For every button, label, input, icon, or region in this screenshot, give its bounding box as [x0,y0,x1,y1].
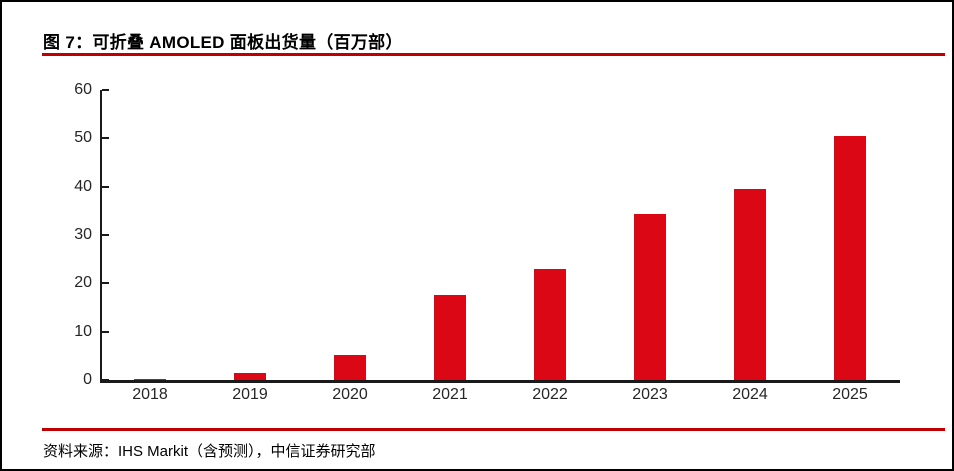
y-axis-tick-label: 20 [74,274,92,292]
figure-title: 图 7：可折叠 AMOLED 面板出货量（百万部） [43,33,403,52]
y-axis-tick [102,185,109,188]
x-axis-label: 2018 [132,386,168,403]
x-axis-label: 2023 [632,386,668,403]
y-axis-tick-label: 30 [74,226,92,243]
x-axis-label: 2021 [432,386,468,403]
x-axis-label: 2024 [732,386,768,403]
y-axis-tick-label: 0 [83,371,92,388]
x-axis-line [100,380,900,383]
source-text: 资料来源：IHS Markit（含预测），中信证券研究部 [43,443,376,460]
y-axis-tick-label: 10 [74,322,92,340]
x-axis-label: 2019 [232,386,268,403]
y-axis-tick-label: 60 [74,81,92,98]
bar-2020 [334,355,366,380]
bar-2022 [534,269,566,380]
y-axis-tick [102,330,109,333]
bar-2025 [834,136,866,380]
bar-2018 [134,379,166,380]
x-axis-label: 2022 [532,386,568,403]
x-axis-label: 2020 [332,386,368,403]
bar-2024 [734,189,766,380]
y-axis-tick-label: 50 [74,129,92,147]
y-axis-tick [102,379,109,381]
bar-2023 [634,214,666,380]
plot-area: 0 10 20 30 40 50 60 2018 2019 2020 2021 2022 2023 202… [74,81,900,403]
title-underline-rule [42,53,945,56]
bar-2021 [434,295,466,380]
y-axis-tick [102,89,109,91]
y-axis-line [100,90,102,383]
y-axis-tick-label: 40 [74,177,92,195]
y-axis-tick [102,137,109,140]
footer-rule [42,428,945,431]
y-axis-tick [102,282,109,285]
y-axis-tick [102,234,109,236]
x-axis-label: 2025 [832,386,868,403]
bar-2019 [234,373,266,380]
